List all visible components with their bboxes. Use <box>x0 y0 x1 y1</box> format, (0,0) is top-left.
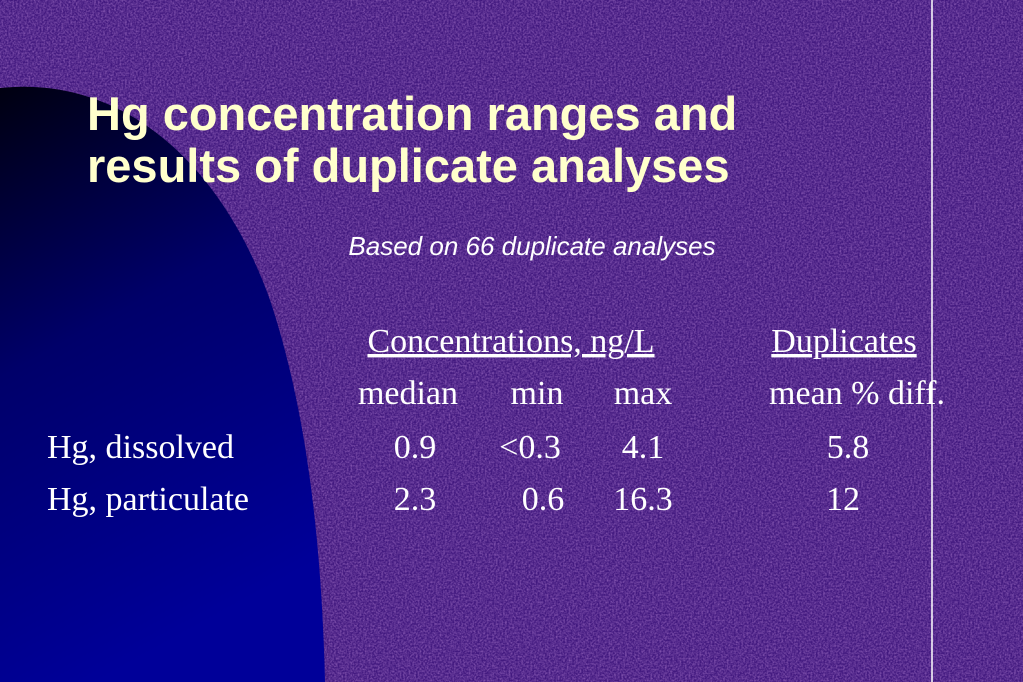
title-line: Hg concentration ranges and <box>87 87 737 140</box>
column-header: max <box>614 375 673 412</box>
table-cell: <0.3 <box>499 429 561 466</box>
table-cell: 16.3 <box>613 481 673 518</box>
column-header: median <box>358 375 458 412</box>
subtitle: Based on 66 duplicate analyses <box>348 231 715 261</box>
table-cell: 2.3 <box>394 481 437 518</box>
table-cell: 4.1 <box>622 429 665 466</box>
table-cell: 0.9 <box>394 429 437 466</box>
group-header: Concentrations, ng/L <box>367 323 654 360</box>
group-header: Duplicates <box>771 323 916 360</box>
table: Concentrations, ng/L Duplicates median min m… <box>47 323 945 518</box>
decor-shape <box>0 86 325 682</box>
table-cell: 12 <box>826 481 860 518</box>
column-header: mean % diff. <box>769 375 945 412</box>
row-label: Hg, particulate <box>47 481 249 518</box>
table-cell: 0.6 <box>522 481 565 518</box>
row-label: Hg, dissolved <box>47 429 234 466</box>
column-header: min <box>511 375 564 412</box>
table-cell: 5.8 <box>827 429 870 466</box>
title-line: results of duplicate analyses <box>87 139 730 192</box>
